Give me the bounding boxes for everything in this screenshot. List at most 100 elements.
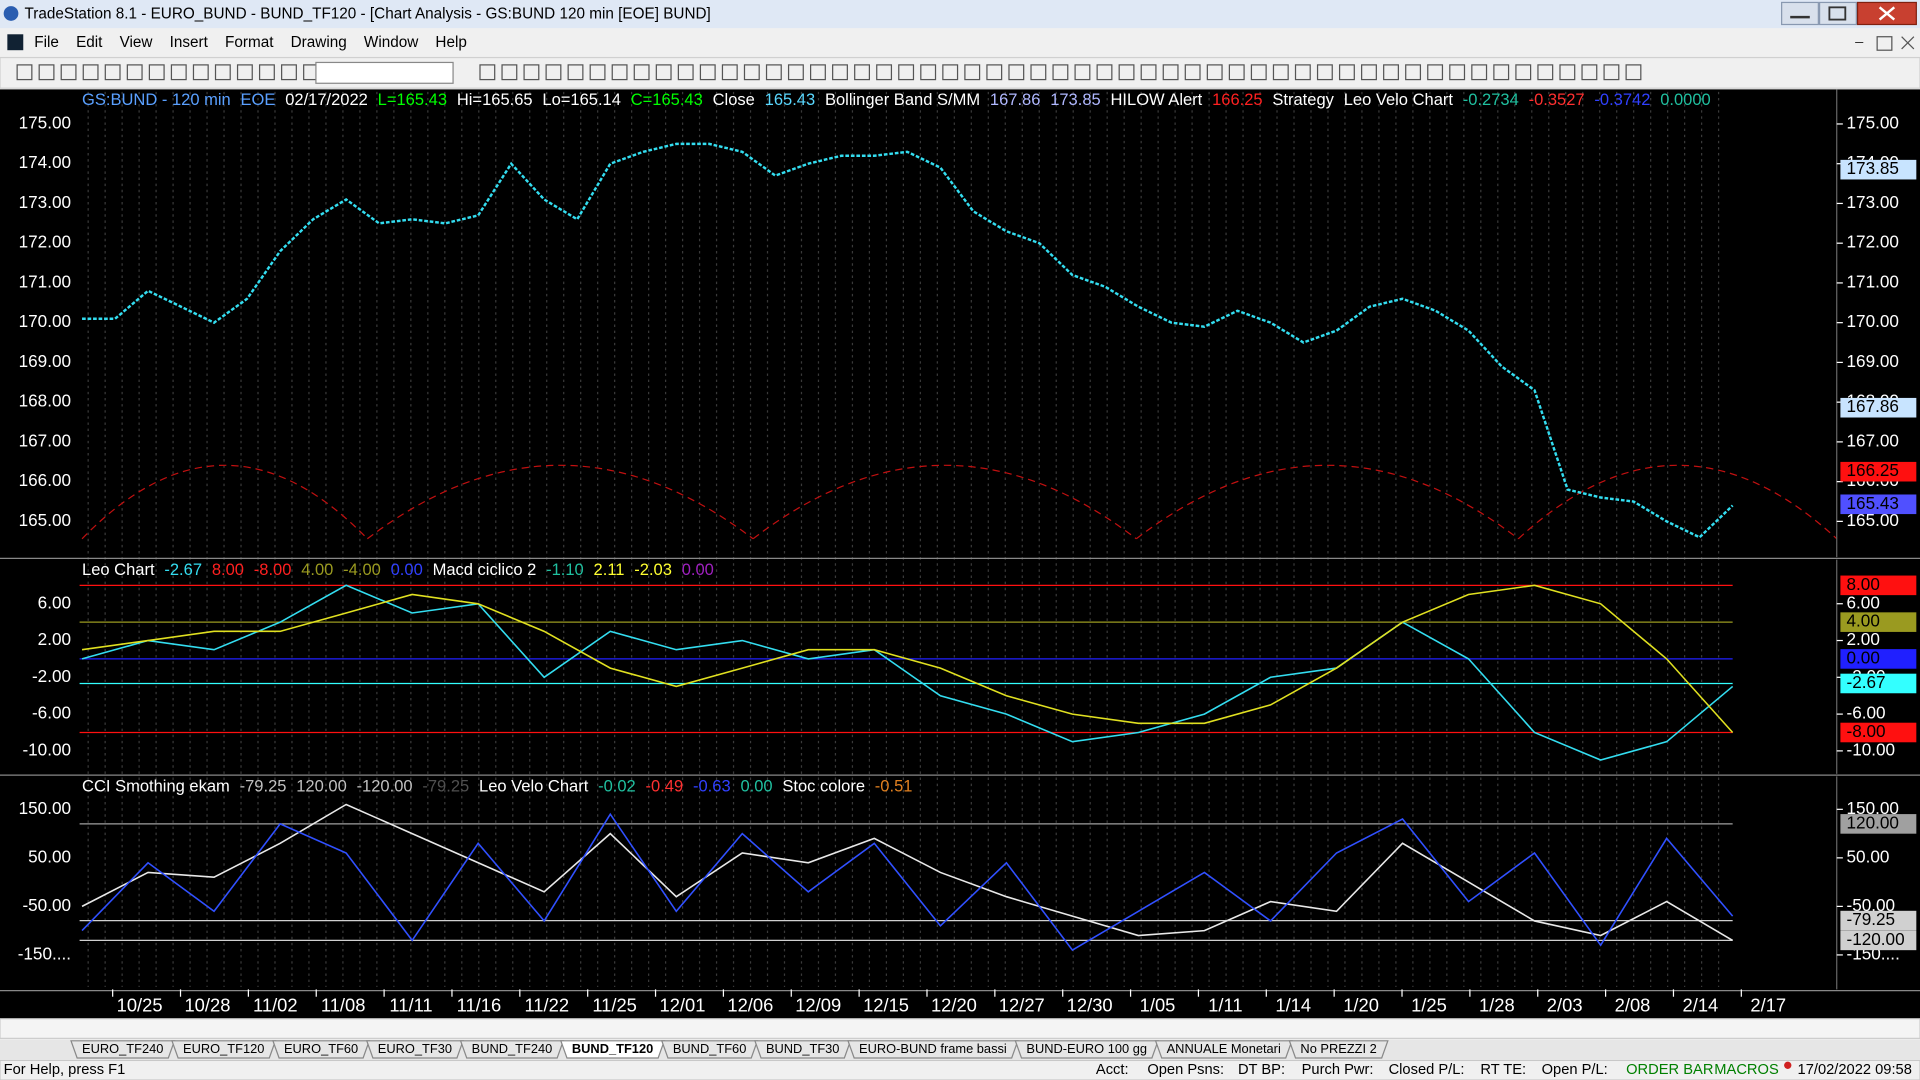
tab[interactable] <box>559 1040 666 1059</box>
maximize-button[interactable] <box>1818 1 1857 26</box>
toolbar-button[interactable] <box>1603 64 1620 81</box>
toolbar-button[interactable] <box>810 64 826 81</box>
icon[interactable]: – <box>1855 35 1864 51</box>
toolbar-button[interactable] <box>1625 64 1642 81</box>
toolbar-button[interactable] <box>1272 64 1289 81</box>
toolbar-button[interactable] <box>1140 64 1157 81</box>
icon[interactable] <box>1876 36 1893 51</box>
toolbar-button[interactable] <box>1316 64 1333 81</box>
minimize-button[interactable] <box>1781 1 1819 26</box>
toolbar-button[interactable] <box>765 64 782 81</box>
tab[interactable] <box>847 1040 1019 1059</box>
toolbar-button[interactable] <box>721 64 738 81</box>
toolbar-button[interactable] <box>876 64 893 81</box>
tab[interactable] <box>754 1040 852 1059</box>
toolbar-button[interactable] <box>1449 64 1466 81</box>
toolbar-button[interactable] <box>192 64 209 81</box>
tab-label[interactable]: BUND_TF60 <box>673 1041 747 1056</box>
toolbar-button[interactable] <box>1228 64 1245 81</box>
tab-label[interactable]: EURO_TF240 <box>82 1041 163 1056</box>
toolbar-button[interactable] <box>854 64 870 81</box>
toolbar-button[interactable] <box>523 64 540 81</box>
toolbar-button[interactable] <box>1030 64 1047 81</box>
toolbar-button[interactable] <box>699 64 716 81</box>
toolbar-button[interactable] <box>236 64 253 81</box>
menu-item[interactable]: Drawing <box>291 34 347 51</box>
toolbar-button[interactable] <box>545 64 562 81</box>
toolbar-button[interactable] <box>1118 64 1135 81</box>
menu-item[interactable]: Format <box>225 34 274 51</box>
toolbar-button[interactable] <box>1074 64 1091 81</box>
toolbar-button[interactable] <box>1361 64 1377 81</box>
toolbar-button[interactable] <box>1162 64 1179 81</box>
toolbar-button[interactable] <box>38 64 55 81</box>
toolbar-button[interactable] <box>1294 64 1311 81</box>
toolbar-button[interactable] <box>942 64 959 81</box>
toolbar-button[interactable] <box>832 64 848 81</box>
toolbar-button[interactable] <box>986 64 1003 81</box>
toolbar-button[interactable] <box>126 64 143 81</box>
toolbar-button[interactable] <box>743 64 760 81</box>
toolbar-button[interactable] <box>1338 64 1355 81</box>
macros[interactable]: MACROS <box>1714 1062 1779 1078</box>
toolbar-button[interactable] <box>787 64 804 81</box>
tab[interactable] <box>459 1040 565 1059</box>
tab[interactable] <box>70 1040 176 1059</box>
toolbar-button[interactable] <box>170 64 187 81</box>
tab-label[interactable]: ANNUALE Monetari <box>1167 1041 1281 1056</box>
toolbar-button[interactable] <box>501 64 518 81</box>
menu-item[interactable]: Window <box>364 34 419 51</box>
toolbar-button[interactable] <box>1383 64 1399 81</box>
toolbar-button[interactable] <box>1471 64 1488 81</box>
toolbar-button[interactable] <box>1559 64 1576 81</box>
toolbar-button[interactable] <box>898 64 915 81</box>
menu-item[interactable]: Insert <box>170 34 209 51</box>
tab-label[interactable]: BUND_TF120 <box>572 1041 653 1056</box>
toolbar-button[interactable] <box>1250 64 1267 81</box>
icon[interactable] <box>1901 36 1915 50</box>
toolbar-button[interactable] <box>1096 64 1113 81</box>
toolbar-button[interactable] <box>1052 64 1069 81</box>
order-bar[interactable]: ORDER BAR <box>1626 1062 1713 1078</box>
tab-label[interactable]: EURO_TF120 <box>183 1041 264 1056</box>
toolbar-button[interactable] <box>633 64 650 81</box>
toolbar-button[interactable] <box>82 64 99 81</box>
symbol-combo[interactable] <box>315 61 454 84</box>
toolbar-button[interactable] <box>611 64 628 81</box>
toolbar-button[interactable] <box>655 64 672 81</box>
toolbar-button[interactable] <box>677 64 694 81</box>
toolbar-button[interactable] <box>589 64 606 81</box>
toolbar-button[interactable] <box>148 64 165 81</box>
tab-label[interactable]: BUND_TF30 <box>766 1041 840 1056</box>
tab[interactable] <box>1014 1040 1159 1059</box>
toolbar-button[interactable] <box>16 64 33 81</box>
toolbar-button[interactable] <box>104 64 121 81</box>
toolbar-button[interactable] <box>1537 64 1554 81</box>
toolbar-button[interactable] <box>479 64 496 81</box>
tab[interactable] <box>272 1040 371 1059</box>
window-controls[interactable] <box>1781 1 1917 26</box>
menu-item[interactable]: View <box>120 34 154 51</box>
toolbar-button[interactable] <box>60 64 77 81</box>
toolbar-button[interactable] <box>1427 64 1444 81</box>
tab-label[interactable]: BUND_TF240 <box>472 1041 553 1056</box>
tab[interactable] <box>171 1040 277 1059</box>
toolbar-button[interactable] <box>281 64 297 81</box>
toolbar-button[interactable] <box>1184 64 1201 81</box>
tab[interactable] <box>1154 1040 1293 1059</box>
tab[interactable] <box>365 1040 464 1059</box>
menu-item[interactable]: Help <box>435 34 466 51</box>
toolbar-button[interactable] <box>920 64 937 81</box>
toolbar-button[interactable] <box>964 64 981 81</box>
tab-label[interactable]: No PREZZI 2 <box>1300 1041 1376 1056</box>
toolbar-button[interactable] <box>1515 64 1532 81</box>
toolbar-button[interactable] <box>1405 64 1422 81</box>
tab-label[interactable]: EURO_TF30 <box>378 1041 452 1056</box>
toolbar-button[interactable] <box>258 64 275 81</box>
toolbar-button[interactable] <box>567 64 584 81</box>
tab-label[interactable]: BUND-EURO 100 gg <box>1026 1041 1147 1056</box>
toolbar-button[interactable] <box>1008 64 1025 81</box>
scrollbar[interactable] <box>0 1018 1920 1039</box>
toolbar-button[interactable] <box>1206 64 1223 81</box>
tab[interactable] <box>1288 1040 1389 1059</box>
